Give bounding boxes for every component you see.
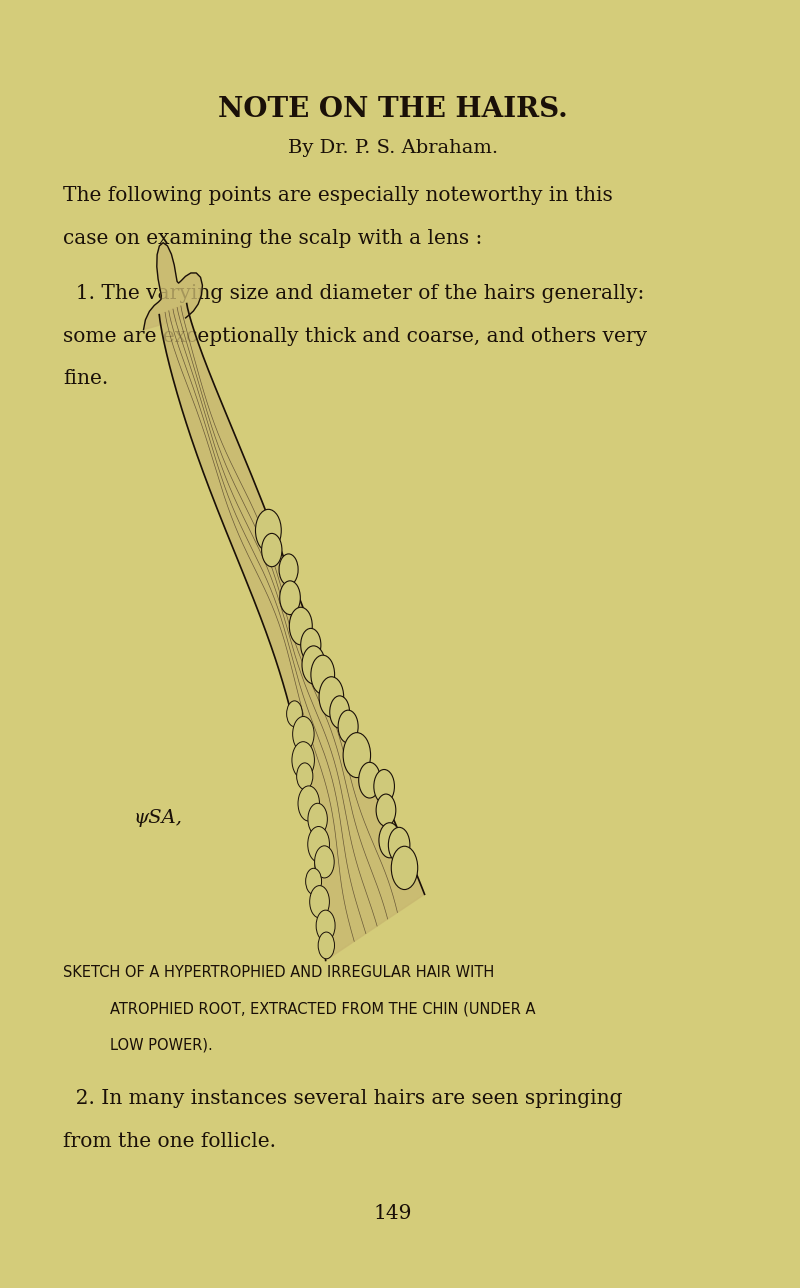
Circle shape — [293, 716, 314, 752]
Circle shape — [343, 733, 370, 778]
Circle shape — [374, 769, 394, 804]
Circle shape — [311, 656, 334, 694]
Circle shape — [279, 554, 298, 585]
Circle shape — [379, 823, 400, 858]
Circle shape — [358, 762, 381, 799]
Circle shape — [290, 607, 312, 645]
Circle shape — [306, 868, 322, 894]
Text: some are exceptionally thick and coarse, and others very: some are exceptionally thick and coarse,… — [63, 327, 647, 345]
Circle shape — [310, 886, 330, 918]
Circle shape — [298, 786, 319, 820]
Circle shape — [316, 911, 335, 942]
Circle shape — [292, 742, 314, 778]
Text: LOW POWER).: LOW POWER). — [110, 1037, 213, 1052]
Circle shape — [318, 933, 334, 958]
Circle shape — [308, 827, 330, 862]
Text: The following points are especially noteworthy in this: The following points are especially note… — [63, 187, 613, 205]
Text: ψSA,: ψSA, — [134, 809, 182, 827]
Text: fine.: fine. — [63, 370, 108, 388]
Circle shape — [301, 629, 321, 662]
Text: ATROPHIED ROOT, EXTRACTED FROM THE CHIN (UNDER A: ATROPHIED ROOT, EXTRACTED FROM THE CHIN … — [110, 1001, 535, 1016]
Circle shape — [255, 509, 282, 551]
Circle shape — [330, 696, 350, 728]
Text: By Dr. P. S. Abraham.: By Dr. P. S. Abraham. — [288, 139, 498, 157]
Circle shape — [388, 827, 410, 863]
Polygon shape — [159, 304, 425, 961]
Text: 149: 149 — [374, 1204, 412, 1222]
Circle shape — [280, 581, 300, 614]
Circle shape — [302, 645, 325, 684]
Circle shape — [319, 676, 344, 717]
Text: NOTE ON THE HAIRS.: NOTE ON THE HAIRS. — [218, 97, 568, 122]
Circle shape — [297, 762, 313, 790]
Circle shape — [376, 793, 396, 827]
Circle shape — [338, 710, 358, 743]
Circle shape — [314, 846, 334, 878]
Text: 1. The varying size and diameter of the hairs generally:: 1. The varying size and diameter of the … — [63, 285, 644, 303]
Circle shape — [286, 701, 302, 726]
Circle shape — [391, 846, 418, 890]
Text: 2. In many instances several hairs are seen springing: 2. In many instances several hairs are s… — [63, 1090, 622, 1108]
Text: from the one follicle.: from the one follicle. — [63, 1132, 276, 1150]
Polygon shape — [143, 242, 202, 330]
Circle shape — [262, 533, 282, 567]
Circle shape — [308, 804, 327, 835]
Text: case on examining the scalp with a lens :: case on examining the scalp with a lens … — [63, 229, 482, 247]
Text: SKETCH OF A HYPERTROPHIED AND IRREGULAR HAIR WITH: SKETCH OF A HYPERTROPHIED AND IRREGULAR … — [63, 965, 494, 980]
